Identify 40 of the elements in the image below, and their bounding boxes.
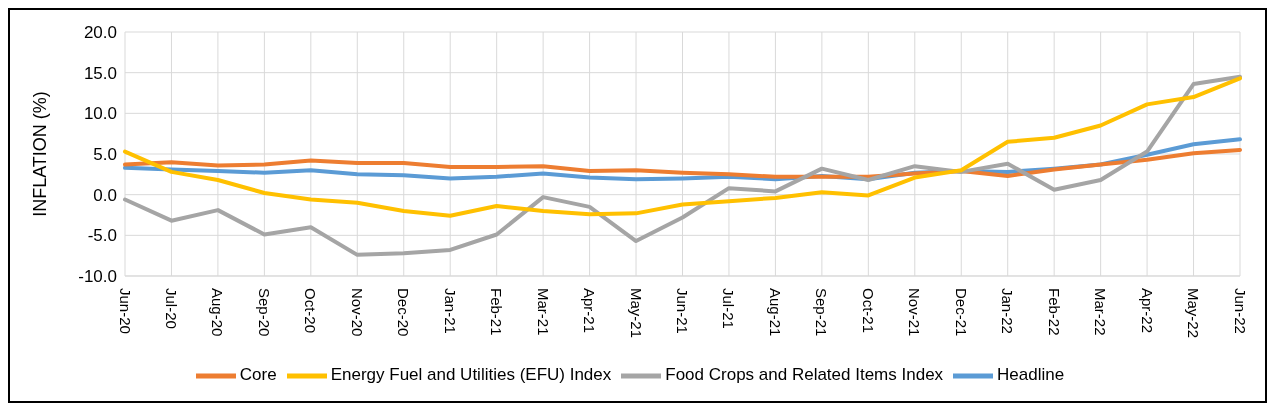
x-tick-label: Sep-21 [813,288,831,337]
x-tick-label: Oct-20 [302,288,320,334]
x-tick-label: Feb-21 [488,288,506,336]
line-series [123,147,1242,179]
x-tick-label: Jul-20 [162,288,180,329]
x-tick-label: Jun-22 [1231,288,1249,334]
x-tick-label: May-21 [627,288,645,339]
legend-label: Headline [997,365,1065,385]
x-tick-label: Sep-20 [255,288,273,337]
x-tick-label: Dec-21 [952,288,970,337]
x-tick-label: Jul-21 [720,288,738,329]
x-tick-label: Nov-21 [906,288,924,337]
x-tick-label: Feb-22 [1045,288,1063,336]
x-tick-label: Apr-22 [1138,288,1156,334]
y-tick-label: 0.0 [93,185,117,205]
x-tick-label: Jan-21 [441,288,459,334]
x-tick-label: Aug-21 [766,288,784,337]
x-tick-label: Aug-20 [209,288,227,337]
y-axis-title: INFLATION (%) [30,91,51,217]
x-tick-label: May-22 [1185,288,1203,339]
x-tick-label: Mar-21 [534,288,552,336]
y-tick-label: 20.0 [83,23,117,43]
y-tick-label: 15.0 [83,63,117,83]
x-tick-label: Dec-20 [395,288,413,337]
y-tick-label: -10.0 [78,267,117,287]
x-tick-label: Oct-21 [859,288,877,334]
legend-label: Food Crops and Related Items Index [665,365,944,385]
line-series [123,74,1242,257]
x-tick-label: Jun-21 [674,288,691,334]
y-tick-label: 5.0 [93,145,117,165]
legend-label: Core [239,365,277,385]
x-tick-label: Nov-20 [348,288,366,337]
x-tick-label: Jun-20 [116,288,134,334]
legend-label: Energy Fuel and Utilities (EFU) Index [330,365,612,385]
x-tick-label: Apr-21 [581,288,599,334]
x-tick-label: Jan-22 [999,288,1017,334]
x-tick-label: Mar-22 [1092,288,1110,336]
line-series [123,76,1242,218]
y-tick-label: -5.0 [87,226,117,246]
y-tick-label: 10.0 [83,104,117,124]
